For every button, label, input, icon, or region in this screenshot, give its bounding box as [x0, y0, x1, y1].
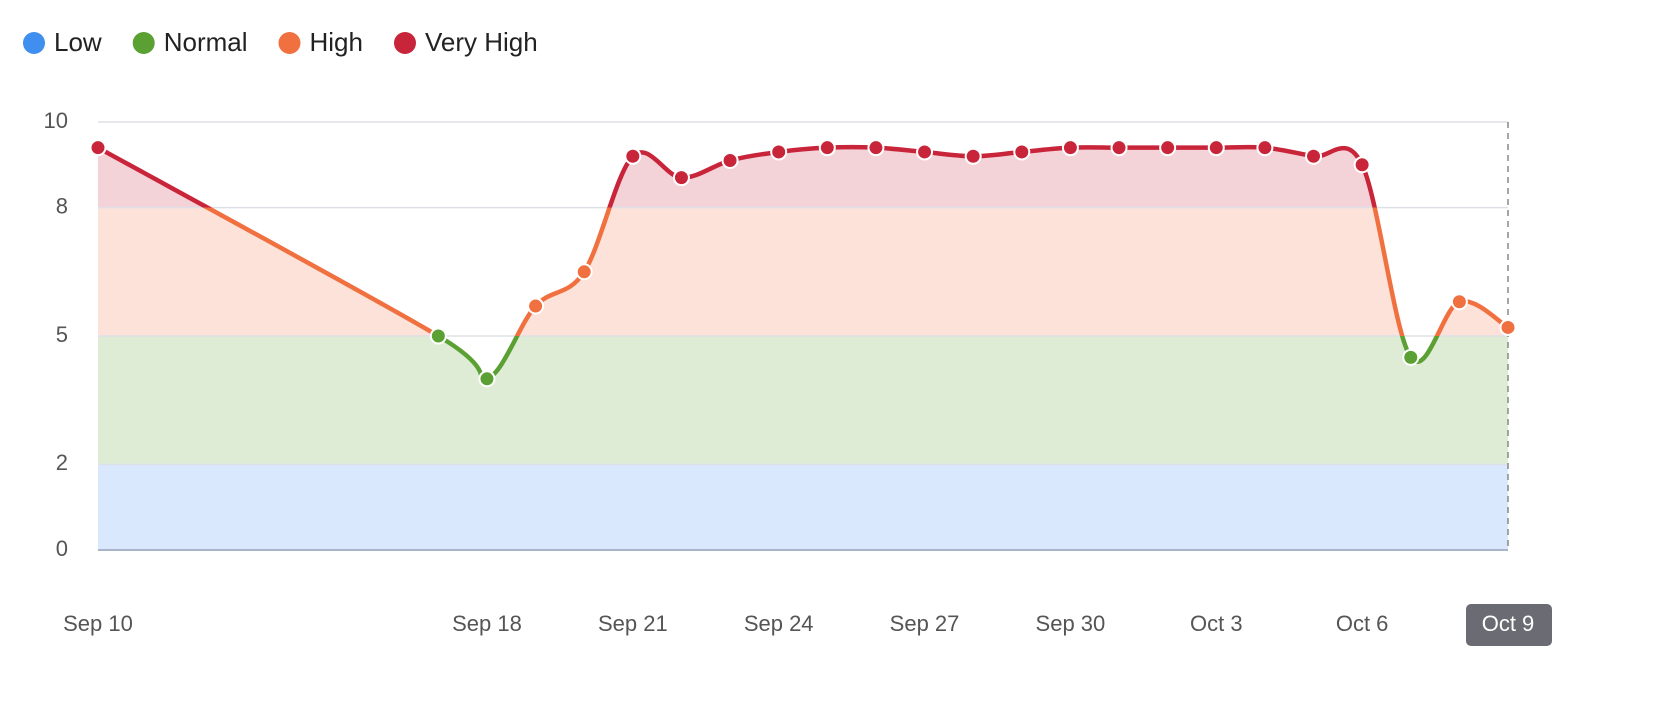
- y-tick-label: 8: [56, 193, 68, 218]
- legend-label: High: [310, 27, 363, 57]
- band-area: [98, 336, 1508, 465]
- legend-label: Normal: [164, 27, 248, 57]
- point: [1256, 139, 1274, 157]
- point: [527, 297, 545, 315]
- x-tick-label: Oct 3: [1190, 611, 1243, 636]
- legend-marker: [23, 32, 45, 54]
- x-tick-label: Oct 9: [1482, 611, 1535, 636]
- point: [1499, 318, 1517, 336]
- point: [1013, 143, 1031, 161]
- point: [721, 152, 739, 170]
- y-tick-label: 2: [56, 450, 68, 475]
- x-tick-label: Sep 18: [452, 611, 522, 636]
- legend-label: Very High: [425, 27, 538, 57]
- y-tick-label: 5: [56, 322, 68, 347]
- point: [1402, 348, 1420, 366]
- x-tick-label: Sep 27: [890, 611, 960, 636]
- x-tick-label: Sep 10: [63, 611, 133, 636]
- point: [89, 139, 107, 157]
- point: [1061, 139, 1079, 157]
- point: [1159, 139, 1177, 157]
- y-tick-label: 0: [56, 536, 68, 561]
- point: [1305, 147, 1323, 165]
- legend-marker: [393, 32, 416, 54]
- point: [818, 139, 836, 157]
- point: [916, 143, 934, 161]
- point: [672, 169, 690, 187]
- y-tick-label: 10: [44, 108, 68, 133]
- band-area: [98, 147, 1508, 208]
- point: [867, 139, 885, 157]
- x-tick-label: Sep 24: [744, 611, 814, 636]
- point: [1450, 293, 1468, 311]
- point: [624, 147, 642, 165]
- point: [575, 263, 593, 281]
- legend-label: Low: [54, 27, 102, 57]
- x-tick-label: Oct 6: [1336, 611, 1389, 636]
- point: [1207, 139, 1225, 157]
- x-tick-badge: [1466, 604, 1552, 646]
- band-area: [98, 464, 1508, 550]
- point: [1353, 156, 1371, 174]
- point: [429, 327, 447, 345]
- band-area: [98, 207, 1508, 336]
- point: [478, 370, 496, 388]
- point: [770, 143, 788, 161]
- x-tick-label: Sep 30: [1036, 611, 1106, 636]
- point: [964, 147, 982, 165]
- x-tick-label: Sep 21: [598, 611, 668, 636]
- legend-marker: [132, 32, 155, 54]
- point: [1110, 139, 1128, 157]
- legend-marker: [278, 32, 301, 54]
